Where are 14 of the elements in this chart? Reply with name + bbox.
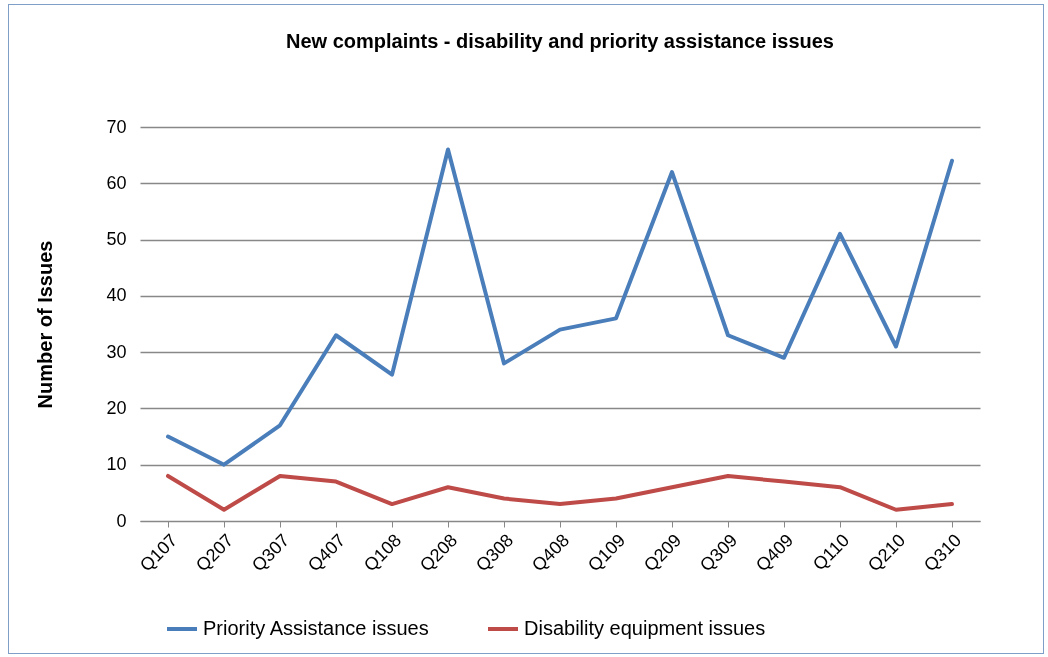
y-tick-label: 20 — [106, 397, 127, 418]
line-series — [166, 147, 954, 467]
y-tick-label: 60 — [106, 172, 127, 193]
y-tick-label: 40 — [106, 285, 127, 306]
line-series — [166, 473, 954, 512]
y-axis-title: Number of Issues — [34, 240, 57, 409]
y-tick-label: 30 — [106, 341, 127, 362]
y-tick-label: 70 — [106, 116, 127, 137]
legend-label: Priority Assistance issues — [203, 617, 429, 639]
y-tick-label: 10 — [106, 454, 127, 475]
y-tick-label: 50 — [106, 229, 127, 250]
chart-title: New complaints - disability and priority assistance issues — [286, 30, 834, 52]
legend-label: Disability equipment issues — [524, 617, 766, 639]
y-tick-label: 0 — [116, 510, 127, 531]
